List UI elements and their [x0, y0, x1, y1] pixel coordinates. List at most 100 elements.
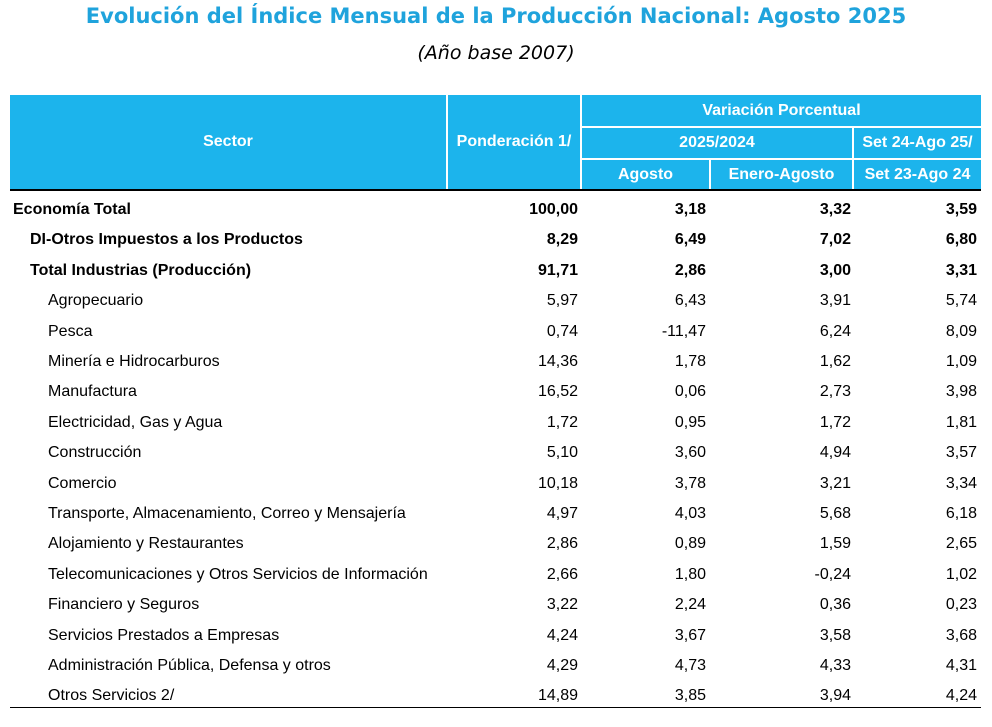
- page-title: Evolución del Índice Mensual de la Produ…: [85, 4, 907, 28]
- header-col-enero-agosto: Enero-Agosto: [711, 160, 852, 189]
- table-row: Agropecuario 5,97 6,43 3,91 5,74: [10, 286, 981, 316]
- table-bottom-rule: [10, 707, 981, 708]
- table-row: Otros Servicios 2/14,89 3,85 3,94 4,24: [10, 681, 981, 711]
- row-enero-agosto: 1,59: [819, 535, 851, 553]
- row-sector-label: Minería e Hidrocarburos: [48, 353, 220, 370]
- row-sector-label: Manufactura: [48, 383, 137, 401]
- row-enero-agosto: 3,94: [819, 687, 851, 705]
- table-row: Minería e Hidrocarburos 14,36 1,78 1,62 1,09: [10, 347, 981, 377]
- row-ponderacion: 14,89: [537, 687, 578, 705]
- row-set: 3,98: [945, 383, 977, 401]
- row-enero-agosto: 0,36: [819, 596, 851, 614]
- row-agosto: 1,80: [674, 565, 706, 583]
- row-sector-label: DI-Otros Impuestos a los Productos: [30, 231, 303, 249]
- row-agosto: 6,49: [674, 231, 706, 249]
- row-agosto: 3,78: [674, 474, 706, 492]
- row-ponderacion: 5,97: [546, 292, 578, 310]
- row-enero-agosto: 1,72: [819, 413, 851, 431]
- row-enero-agosto: 1,62: [819, 353, 851, 370]
- row-agosto: 0,95: [674, 413, 706, 431]
- row-ponderacion: 16,52: [537, 383, 578, 401]
- table-row: Administración Pública, Defensa y otros 4…: [10, 651, 981, 681]
- table-row: Alojamiento y Restaurantes 2,86 0,89 1,59 2,…: [10, 529, 981, 559]
- row-enero-agosto: 3,58: [819, 626, 851, 644]
- row-sector-label: Otros Servicios 2/: [48, 687, 175, 705]
- row-enero-agosto: 5,68: [819, 505, 851, 522]
- row-sector-label: Agropecuario: [48, 292, 144, 310]
- row-set: 3,59: [945, 201, 977, 218]
- row-enero-agosto: 4,94: [819, 444, 851, 462]
- row-agosto: 0,06: [674, 383, 706, 401]
- header-sector: Sector: [10, 95, 446, 189]
- row-agosto: 3,60: [674, 444, 706, 462]
- table-row: Construcción 5,10 3,60 4,94 3,57: [10, 438, 981, 468]
- row-sector-label: Pesca: [48, 322, 93, 340]
- header-period-2025-2024: 2025/2024: [582, 128, 852, 158]
- row-ponderacion: 4,24: [546, 626, 578, 644]
- row-enero-agosto: -0,24: [814, 565, 851, 583]
- row-enero-agosto: 3,00: [819, 261, 851, 279]
- table-row: Comercio 10,18 3,78 3,21 3,34: [10, 469, 981, 499]
- row-ponderacion: 4,29: [546, 657, 578, 674]
- table-row: Electricidad, Gas y Agua 1,72 0,95 1,72 1,81: [10, 408, 981, 438]
- row-sector-label: Comercio: [48, 474, 117, 492]
- page-subtitle: (Año base 2007): [417, 42, 575, 64]
- header-col-set: Set 23-Ago 24: [854, 160, 981, 189]
- row-sector-label: Alojamiento y Restaurantes: [48, 535, 244, 553]
- row-agosto: 3,18: [674, 201, 706, 218]
- header-bottom-rule: [10, 189, 981, 191]
- row-set: 6,18: [945, 505, 977, 522]
- row-ponderacion: 0,74: [546, 322, 578, 340]
- row-set: 4,31: [945, 657, 977, 674]
- row-enero-agosto: 3,91: [819, 292, 851, 310]
- row-agosto: 4,03: [674, 505, 706, 522]
- row-agosto: 3,67: [674, 626, 706, 644]
- row-agosto: 2,86: [674, 261, 706, 279]
- row-ponderacion: 91,71: [537, 261, 578, 279]
- row-set: 1,09: [945, 353, 977, 370]
- table-row: Servicios Prestados a Empresas 4,24 3,67 3,…: [10, 621, 981, 651]
- row-set: 2,65: [945, 535, 977, 553]
- table-row: Transporte, Almacenamiento, Correo y Men…: [10, 499, 981, 529]
- row-sector-label: Economía Total: [13, 201, 131, 218]
- row-agosto: 4,73: [674, 657, 706, 674]
- row-sector-label: Electricidad, Gas y Agua: [48, 413, 223, 431]
- row-set: 3,34: [945, 474, 977, 492]
- row-ponderacion: 3,22: [546, 596, 578, 614]
- row-enero-agosto: 6,24: [819, 322, 851, 340]
- row-set: 1,81: [945, 413, 977, 431]
- row-ponderacion: 2,66: [546, 565, 578, 583]
- row-ponderacion: 2,86: [546, 535, 578, 553]
- row-ponderacion: 5,10: [546, 444, 578, 462]
- table-row: Pesca 0,74 -11,47 6,24 8,09: [10, 317, 981, 347]
- row-ponderacion: 8,29: [546, 231, 578, 249]
- row-agosto: -11,47: [661, 322, 706, 340]
- table-row: DI-Otros Impuestos a los Productos 8,29 6,…: [10, 225, 981, 255]
- table-row: Financiero y Seguros 3,22 2,24 0,36 0,23: [10, 590, 981, 620]
- header-ponderacion: Ponderación 1/: [448, 95, 580, 189]
- row-ponderacion: 14,36: [537, 353, 578, 370]
- row-set: 5,74: [945, 292, 977, 310]
- row-set: 3,57: [945, 444, 977, 462]
- row-sector-label: Transporte, Almacenamiento, Correo y Men…: [48, 505, 406, 522]
- row-set: 8,09: [945, 322, 977, 340]
- row-set: 3,68: [945, 626, 977, 644]
- table-row: Economía Total 100,00 3,18 3,32 3,59: [10, 195, 981, 225]
- row-sector-label: Construcción: [48, 444, 142, 462]
- row-enero-agosto: 2,73: [819, 383, 851, 401]
- row-enero-agosto: 3,32: [819, 201, 851, 218]
- table-row: Total Industrias (Producción) 91,71 2,86 3,…: [10, 256, 981, 286]
- header-variacion: Variación Porcentual: [582, 95, 981, 126]
- row-enero-agosto: 7,02: [819, 231, 851, 249]
- row-sector-label: Telecomunicaciones y Otros Servicios de …: [48, 565, 428, 583]
- row-enero-agosto: 4,33: [819, 657, 851, 674]
- row-agosto: 2,24: [674, 596, 706, 614]
- row-ponderacion: 4,97: [546, 505, 578, 522]
- row-set: 0,23: [945, 596, 977, 614]
- row-agosto: 3,85: [674, 687, 706, 705]
- row-set: 4,24: [945, 687, 977, 705]
- row-ponderacion: 100,00: [529, 201, 578, 218]
- table-row: Manufactura 16,52 0,06 2,73 3,98: [10, 377, 981, 407]
- header-col-agosto: Agosto: [582, 160, 709, 189]
- row-ponderacion: 10,18: [537, 474, 578, 492]
